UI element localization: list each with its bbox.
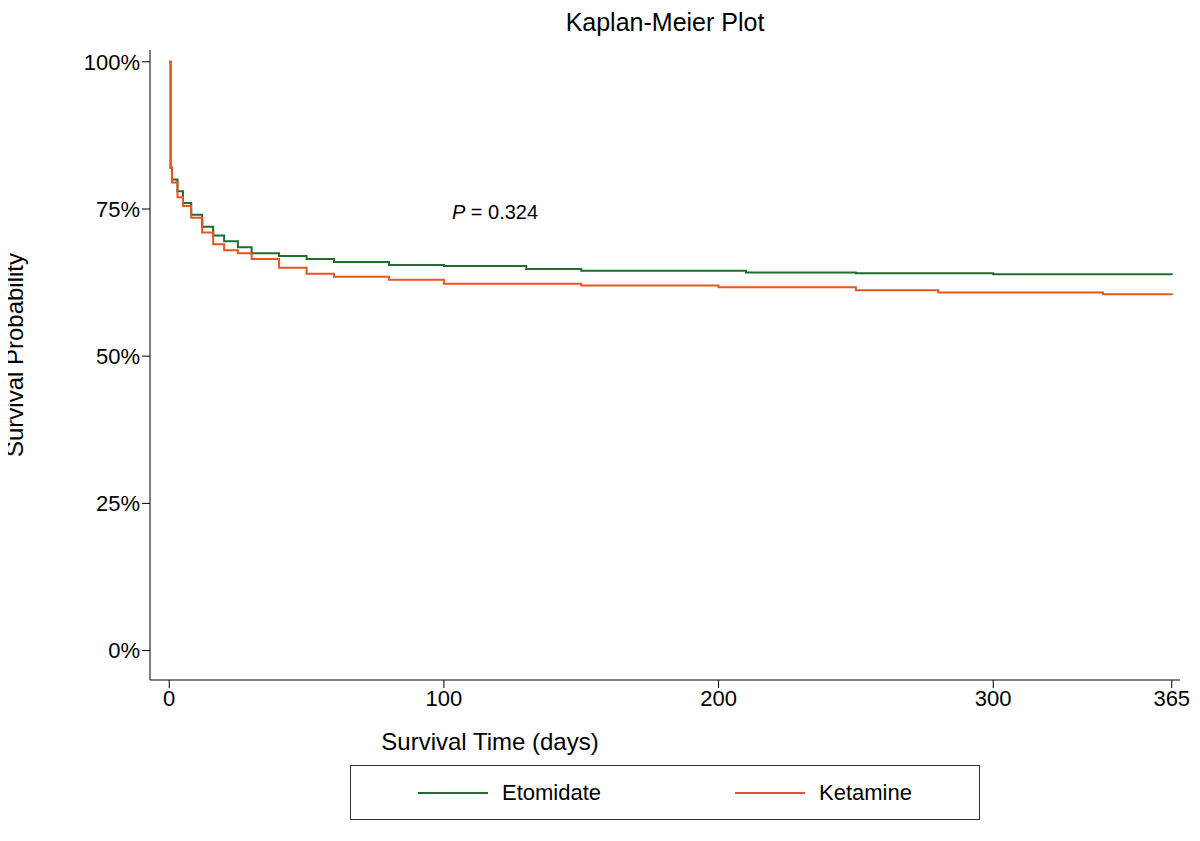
html-text:Kaplan-Meier Plot: Kaplan-Meier Plot xyxy=(565,8,765,36)
html-text:Survival Probability: Survival Probability xyxy=(1,253,28,457)
svg-text:75%: 75% xyxy=(96,197,140,222)
svg-text:0%: 0% xyxy=(108,638,140,663)
svg-text:300: 300 xyxy=(975,686,1012,711)
svg-text:200: 200 xyxy=(700,686,737,711)
html-text:P = 0.324: P = 0.324 xyxy=(451,200,539,223)
svg-text:365: 365 xyxy=(1153,686,1190,711)
html-text:Survival Time (days): Survival Time (days) xyxy=(381,728,599,755)
svg-text:100%: 100% xyxy=(84,50,140,75)
html-text:Etomidate: Etomidate xyxy=(502,779,601,805)
html-text:Ketamine: Ketamine xyxy=(819,779,912,805)
svg-text:50%: 50% xyxy=(96,344,140,369)
svg-text:0: 0 xyxy=(163,686,175,711)
svg-text:25%: 25% xyxy=(96,491,140,516)
svg-text:100: 100 xyxy=(426,686,463,711)
